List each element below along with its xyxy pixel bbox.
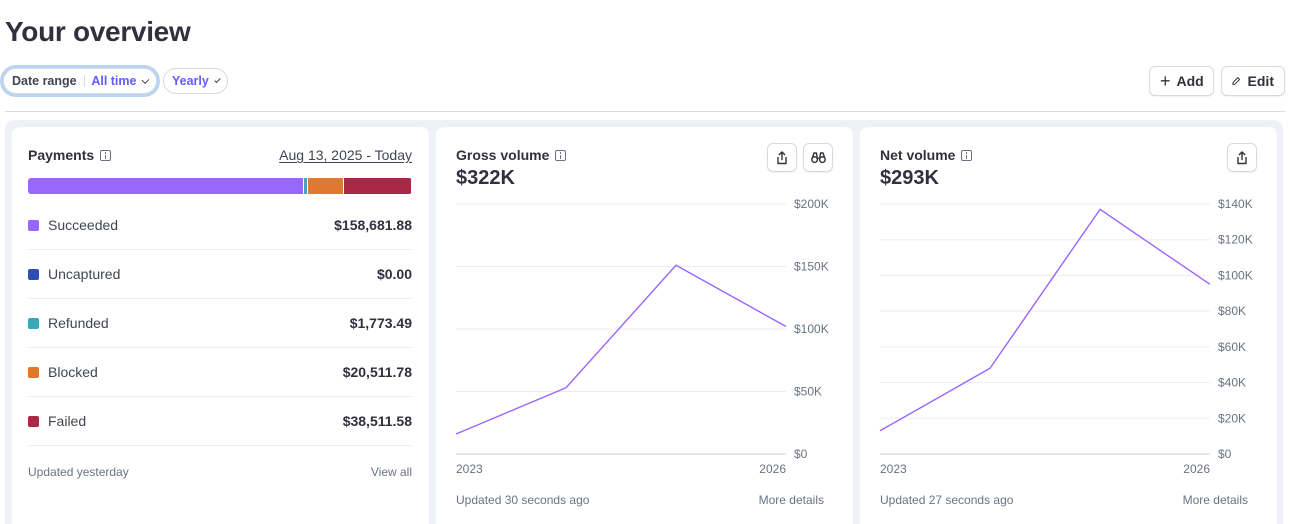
- payment-row-amount: $158,681.88: [334, 217, 412, 233]
- share-button[interactable]: [767, 143, 797, 172]
- more-details-link[interactable]: More details: [758, 493, 824, 507]
- payments-card: Payments Aug 13, 2025 - Today Succeeded …: [12, 127, 429, 524]
- failed-legend-dot: [28, 415, 39, 427]
- net-updated-text: Updated 27 seconds ago: [880, 493, 1014, 507]
- net-volume-chart: $0 $20K $40K $60K $80K $100K $120K $140K 2023 202…: [879, 197, 1253, 476]
- payments-title: Payments: [28, 147, 112, 163]
- share-icon: [1237, 150, 1247, 164]
- payment-row-label: Refunded: [48, 315, 109, 331]
- gross-volume-title-text: Gross volume: [456, 147, 550, 163]
- y-tick-label: $40K: [1218, 376, 1246, 390]
- plus-icon: +: [1160, 71, 1171, 91]
- interval-value: Yearly: [172, 74, 209, 88]
- payments-title-text: Payments: [28, 147, 95, 163]
- refunded-legend-dot: [28, 317, 39, 329]
- payments-status-bar: [28, 178, 412, 194]
- uncaptured-legend-dot: [28, 268, 39, 280]
- payment-row-label: Failed: [48, 413, 87, 429]
- gross-volume-footer: Updated 30 seconds ago More details: [456, 493, 824, 507]
- gross-volume-card: $0 $50K $100K $150K $200K 2023 2026 Gross volu…: [436, 127, 853, 524]
- bar-segment-blocked: [307, 178, 345, 194]
- net-volume-title: Net volume: [880, 147, 973, 163]
- date-range-label: Date range: [12, 74, 77, 88]
- payments-breakdown-list: Succeeded $158,681.88 Uncaptured $0.00 R…: [28, 201, 412, 446]
- payment-row-label: Uncaptured: [48, 266, 121, 282]
- pencil-icon: [1232, 77, 1241, 85]
- succeeded-legend-dot: [28, 219, 39, 231]
- payment-row-blocked[interactable]: Blocked $20,511.78: [28, 348, 412, 397]
- payment-row-label: Succeeded: [48, 217, 119, 233]
- x-tick-label: 2023: [880, 462, 907, 476]
- payments-date-range-link[interactable]: Aug 13, 2025 - Today: [279, 147, 412, 163]
- net-volume-title-text: Net volume: [880, 147, 956, 163]
- payments-updated-text: Updated yesterday: [28, 465, 129, 479]
- gross-updated-text: Updated 30 seconds ago: [456, 493, 590, 507]
- payment-row-failed[interactable]: Failed $38,511.58: [28, 397, 412, 446]
- more-details-link[interactable]: More details: [1182, 493, 1248, 507]
- y-tick-label: $60K: [1218, 340, 1246, 354]
- add-button-label: Add: [1176, 73, 1204, 89]
- payment-row-amount: $38,511.58: [342, 413, 412, 429]
- add-button[interactable]: + Add: [1149, 66, 1214, 96]
- payment-row-uncaptured[interactable]: Uncaptured $0.00: [28, 250, 412, 299]
- edit-button-label: Edit: [1247, 73, 1274, 89]
- filter-separator: [83, 75, 85, 87]
- y-tick-label: $50K: [794, 385, 822, 399]
- y-tick-label: $0: [794, 447, 808, 461]
- y-tick-label: $120K: [1218, 233, 1253, 247]
- gross-volume-title: Gross volume: [456, 147, 567, 163]
- y-tick-label: $140K: [1218, 197, 1253, 211]
- edit-button[interactable]: Edit: [1221, 66, 1285, 96]
- explore-button[interactable]: [803, 143, 833, 172]
- series-line: [455, 264, 787, 435]
- gross-volume-chart: $0 $50K $100K $150K $200K 2023 2026: [455, 197, 829, 476]
- date-range-value: All time: [91, 74, 137, 88]
- share-icon: [777, 150, 787, 164]
- date-range-filter[interactable]: Date range All time: [3, 68, 157, 94]
- payment-row-succeeded[interactable]: Succeeded $158,681.88: [28, 201, 412, 250]
- bar-segment-refunded: [303, 178, 308, 194]
- net-volume-value: $293K: [880, 167, 939, 189]
- view-all-link[interactable]: View all: [370, 465, 412, 479]
- bar-segment-failed: [344, 178, 412, 194]
- interval-filter[interactable]: Yearly: [163, 68, 228, 94]
- payment-row-refunded[interactable]: Refunded $1,773.49: [28, 299, 412, 348]
- y-tick-label: $80K: [1218, 304, 1246, 318]
- bar-segment-succeeded: [28, 178, 304, 194]
- y-tick-label: $0: [1218, 447, 1232, 461]
- payment-row-label: Blocked: [48, 364, 98, 380]
- binoculars-icon: [810, 152, 826, 164]
- y-tick-label: $100K: [794, 322, 829, 336]
- header-divider: [5, 111, 1285, 112]
- y-tick-label: $20K: [1218, 411, 1246, 425]
- y-tick-label: $150K: [794, 260, 829, 274]
- payment-row-amount: $20,511.78: [342, 364, 412, 380]
- page-title: Your overview: [5, 16, 191, 47]
- gross-volume-value: $322K: [456, 167, 515, 189]
- net-volume-footer: Updated 27 seconds ago More details: [880, 493, 1248, 507]
- payments-footer: Updated yesterday View all: [28, 465, 412, 479]
- chevron-down-icon: [142, 75, 150, 84]
- share-button[interactable]: [1227, 143, 1257, 172]
- x-tick-label: 2023: [456, 462, 483, 476]
- y-tick-label: $100K: [1218, 268, 1253, 282]
- blocked-legend-dot: [28, 366, 39, 378]
- info-icon[interactable]: [555, 149, 567, 161]
- chevron-down-icon: [214, 76, 221, 83]
- payment-row-amount: $0.00: [376, 266, 412, 282]
- x-tick-label: 2026: [759, 462, 786, 476]
- x-tick-label: 2026: [1183, 462, 1210, 476]
- info-icon[interactable]: [961, 149, 973, 161]
- net-volume-card: $0 $20K $40K $60K $80K $100K $120K $140K 2023 202…: [860, 127, 1277, 524]
- y-tick-label: $200K: [794, 197, 829, 211]
- info-icon[interactable]: [100, 149, 112, 161]
- series-line: [879, 208, 1211, 432]
- payment-row-amount: $1,773.49: [349, 315, 412, 331]
